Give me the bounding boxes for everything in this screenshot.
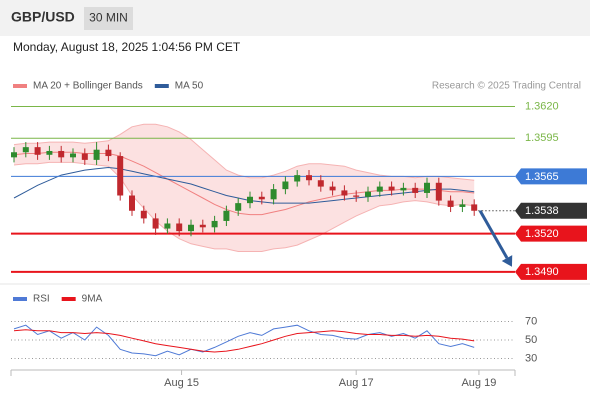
candle-body: [129, 195, 135, 211]
level-label: 1.3538: [525, 205, 559, 217]
candle-body: [282, 181, 289, 190]
candle-body: [70, 153, 76, 158]
candle-body: [105, 149, 112, 157]
candle-body: [164, 223, 171, 229]
candle-body: [199, 224, 206, 228]
legend-swatch: [154, 84, 169, 88]
candle-body: [459, 204, 466, 207]
candle-body: [258, 196, 265, 200]
legend-label: MA 50: [175, 81, 204, 92]
timeframe[interactable]: 30 MIN: [89, 11, 128, 25]
y-tick-label: 50: [525, 334, 537, 346]
candle-body: [306, 175, 312, 181]
credit: Research © 2025 Trading Central: [432, 81, 581, 92]
candle-body: [93, 149, 100, 160]
candle-body: [22, 147, 29, 153]
candle-body: [329, 186, 336, 191]
candle-body: [34, 147, 41, 155]
level-label: 1.3520: [525, 228, 559, 240]
x-tick-label: Aug 17: [339, 377, 374, 389]
candle-body: [400, 187, 407, 191]
candle-body: [376, 186, 383, 192]
datetime: Monday, August 18, 2025 1:04:56 PM CET: [13, 40, 241, 54]
candle-body: [270, 189, 277, 200]
candle-body: [247, 196, 253, 204]
candle-body: [235, 203, 242, 211]
level-box: [515, 168, 587, 185]
bollinger-band: [14, 124, 475, 252]
candle-body: [11, 152, 17, 158]
level-label: 1.3595: [525, 132, 559, 144]
level-label: 1.3565: [525, 171, 559, 183]
x-tick-label: Aug 15: [164, 377, 199, 389]
level-box: [515, 263, 587, 280]
symbol: GBP/USD: [11, 9, 75, 25]
legend-swatch: [13, 297, 27, 301]
forecast-arrow: [478, 210, 509, 259]
level-label: 1.3620: [525, 100, 559, 112]
candle-body: [365, 191, 371, 197]
x-tick-label: Aug 19: [461, 377, 496, 389]
candle-body: [81, 153, 88, 160]
ma50-line: [13, 166, 475, 204]
candle-body: [424, 182, 430, 193]
legend-label: RSI: [33, 294, 50, 305]
y-tick-label: 30: [525, 352, 537, 364]
legend-label: MA 20 + Bollinger Bands: [33, 81, 143, 92]
timeframe-box[interactable]: [84, 7, 133, 30]
candle-body: [176, 223, 183, 232]
band-edge: [13, 161, 475, 252]
indicator-line: [13, 324, 475, 357]
candle-body: [117, 156, 124, 196]
candle-body: [341, 190, 348, 196]
candle-body: [317, 180, 324, 187]
candle-body: [152, 218, 159, 229]
candle-body: [188, 224, 194, 232]
candle-body: [223, 210, 230, 221]
y-tick-label: 70: [525, 315, 537, 327]
candle-body: [353, 195, 360, 197]
candle-body: [412, 187, 419, 193]
indicator-line: [13, 329, 475, 353]
legend-swatch: [61, 297, 76, 301]
legend-swatch: [13, 84, 27, 88]
level-label: 1.3490: [525, 266, 559, 278]
candle-body: [435, 182, 442, 201]
candle-body: [471, 204, 478, 211]
ma20-line: [13, 151, 475, 216]
candle-body: [294, 175, 301, 182]
candle-body: [447, 200, 454, 207]
candle-body: [211, 220, 218, 228]
candle-body: [388, 186, 395, 191]
level-box: [515, 225, 587, 242]
candle-body: [58, 150, 65, 158]
legend-label: 9MA: [82, 294, 103, 305]
candle-body: [46, 150, 53, 155]
level-box: [515, 202, 587, 219]
candle-body: [140, 210, 147, 219]
forecast-arrow-head: [501, 255, 513, 267]
